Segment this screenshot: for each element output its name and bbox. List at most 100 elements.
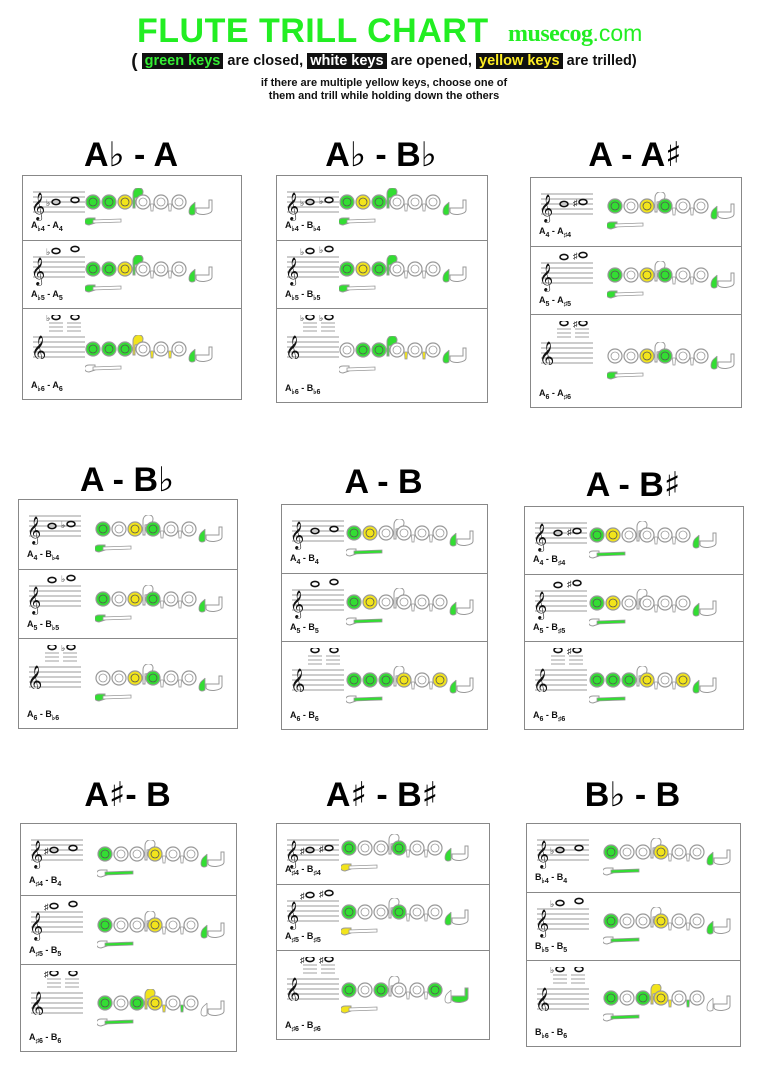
foot-keys-icon <box>699 677 717 693</box>
trill-key-1-icon <box>404 203 408 212</box>
bflat-thumb-lever-icon <box>596 619 626 625</box>
hole-1-icon <box>339 261 355 277</box>
legend-white-chip: white keys <box>307 53 387 69</box>
trill-key-2-icon <box>180 1004 184 1013</box>
note-range-label: A♭6 - A6 <box>31 380 63 393</box>
hole-1-icon <box>589 527 605 543</box>
hole-4-icon <box>391 904 407 920</box>
note-range-label: B♭6 - B6 <box>535 1027 568 1040</box>
trill-key-2-icon <box>168 203 172 212</box>
note-range-label: A♯5 - B♯5 <box>285 931 321 944</box>
svg-text:♭: ♭ <box>61 574 65 584</box>
fingering-diagram <box>96 988 237 1034</box>
hole-1-icon <box>346 672 362 688</box>
staff-notation: 𝄞 ♭ <box>25 645 83 689</box>
fingering-row: 𝄞 A6 - B6 <box>282 641 487 729</box>
foot-keys-icon <box>207 1000 225 1016</box>
hole-2-icon <box>111 591 127 607</box>
svg-text:♭: ♭ <box>61 520 65 530</box>
trill-key-1-icon <box>672 357 676 366</box>
fingering-diagram <box>338 335 479 381</box>
hole-1-icon <box>607 267 623 283</box>
trill-key-1-icon <box>150 270 154 279</box>
group-title: A♭ - A <box>83 135 179 175</box>
fingering-box: 𝄞 ♭ A♭4 - A4 𝄞 ♭ A♭5 - A5 𝄞 ♭ A♭6 - A6 <box>22 175 242 400</box>
eflat-key-icon <box>449 601 457 616</box>
fingering-box: 𝄞 ♯ A4 - A♯4 𝄞 ♯ A5 - A♯5 𝄞 ♯ A6 - A♯6 <box>530 177 742 408</box>
hole-5-icon <box>657 527 673 543</box>
trill-key-1-icon <box>668 853 672 862</box>
hole-3-icon <box>635 990 651 1006</box>
hole-4-icon <box>396 525 412 541</box>
svg-text:𝄞: 𝄞 <box>29 840 43 869</box>
gsharp-key-icon <box>650 837 662 859</box>
fingering-diagram <box>602 983 743 1029</box>
svg-text:𝄞: 𝄞 <box>535 840 549 869</box>
note-range-label: A4 - B4 <box>290 553 319 566</box>
hole-6-icon <box>689 844 705 860</box>
hole-6-icon <box>427 840 443 856</box>
eflat-key-icon <box>188 201 196 216</box>
trill-key-1-icon <box>162 855 166 864</box>
hole-1-icon <box>97 995 113 1011</box>
note-range-label: A4 - A♯4 <box>539 226 571 239</box>
bflat-thumb-lever-icon <box>614 222 644 228</box>
fingering-row: 𝄞 ♯ A6 - B♯6 <box>525 641 743 729</box>
note-range-label: A4 - B♯4 <box>533 554 566 567</box>
svg-text:♯: ♯ <box>567 648 572 656</box>
fingering-diagram <box>84 254 225 300</box>
hole-3-icon <box>635 844 651 860</box>
svg-text:𝄞: 𝄞 <box>27 516 41 545</box>
gsharp-key-icon <box>636 588 648 610</box>
foot-keys-icon <box>451 987 469 1003</box>
hole-2-icon <box>113 917 129 933</box>
hole-5-icon <box>165 846 181 862</box>
foot-keys-icon <box>713 918 731 934</box>
hole-3-icon <box>621 527 637 543</box>
bflat-thumb-lever-icon <box>104 941 134 947</box>
note-range-label: A♯6 - B6 <box>29 1032 62 1045</box>
hole-4-icon <box>389 194 405 210</box>
trill-key-1-icon <box>672 207 676 216</box>
trill-key-1-icon <box>406 991 410 1000</box>
hole-1-icon <box>603 913 619 929</box>
note-range-label: A6 - A♯6 <box>539 388 571 401</box>
hole-6-icon <box>432 672 448 688</box>
hole-3-icon <box>639 267 655 283</box>
hole-2-icon <box>113 846 129 862</box>
svg-text:𝄞: 𝄞 <box>539 263 553 292</box>
svg-text:𝄞: 𝄞 <box>29 991 44 1015</box>
gsharp-key-icon <box>650 983 662 1005</box>
fingering-box: 𝄞 ♭ B♭4 - B4 𝄞 ♭ B♭5 - B5 𝄞 ♭ B♭6 - B6 <box>526 823 741 1047</box>
bflat-thumb-lever-icon <box>102 615 132 621</box>
staff-notation: 𝄞 ♯ ♯ <box>283 828 341 872</box>
hole-4-icon <box>145 521 161 537</box>
gsharp-key-icon <box>388 897 400 919</box>
hole-2-icon <box>605 527 621 543</box>
hole-3-icon <box>373 904 389 920</box>
hole-2-icon <box>101 194 117 210</box>
gsharp-key-icon <box>132 254 144 276</box>
staff-notation: 𝄞 ♭ <box>25 574 83 618</box>
hole-6-icon <box>693 348 709 364</box>
trill-key-2-icon <box>429 603 433 612</box>
eflat-key-icon <box>710 274 718 289</box>
svg-text:𝄞: 𝄞 <box>285 192 299 221</box>
hole-4-icon <box>391 982 407 998</box>
fingering-row: 𝄞 ♭ A♭6 - A6 <box>23 308 241 399</box>
hole-5-icon <box>675 198 691 214</box>
hole-2-icon <box>605 672 621 688</box>
staff-notation: 𝄞 ♯ ♯ <box>283 957 341 1001</box>
fingering-diagram <box>606 260 747 306</box>
eflat-key-icon <box>706 851 714 866</box>
hole-6-icon <box>425 342 441 358</box>
hole-6-icon <box>693 267 709 283</box>
staff-notation: 𝄞 ♯ <box>531 648 589 692</box>
trill-key-1-icon <box>668 999 672 1008</box>
gsharp-key-icon <box>132 187 144 209</box>
trill-key-1-icon <box>160 530 164 539</box>
eflat-key-icon <box>200 853 208 868</box>
hole-4-icon <box>135 341 151 357</box>
svg-text:♭: ♭ <box>319 315 323 323</box>
staff-notation: 𝄞 ♭ <box>533 967 591 1011</box>
